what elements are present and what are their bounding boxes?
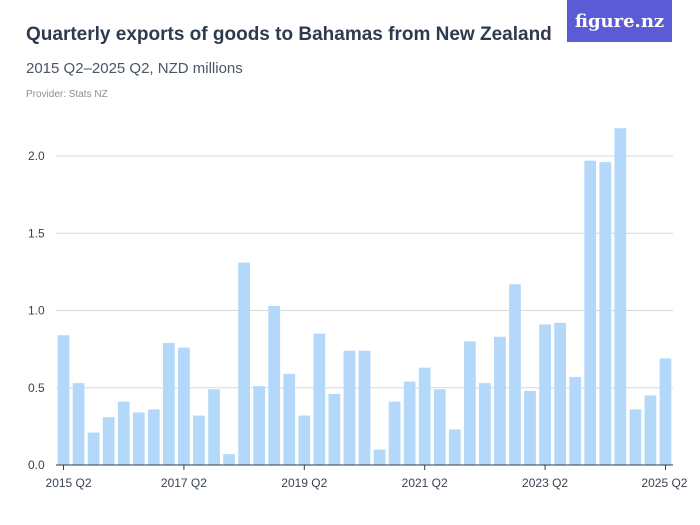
data-provider: Provider: Stats NZ [26,89,108,100]
bar-2017-q1[interactable] [162,342,175,465]
bar-2019-q1[interactable] [283,373,296,465]
bar-2022-q4[interactable] [509,284,521,465]
bar-2020-q2[interactable] [358,350,371,465]
x-tick-label: 2015 Q2 [46,476,92,490]
bar-2016-q3[interactable] [132,412,145,465]
x-tick-label: 2017 Q2 [161,476,207,490]
figure-nz-logo[interactable]: figure.nz [567,0,672,42]
bar-2024-q3[interactable] [614,128,627,465]
bar-2017-q4[interactable] [208,389,220,465]
axes: 0.0 0.5 1.0 1.5 2.0 2015 Q2 2017 Q2 2019 Q2 2021… [28,149,688,490]
bar-2025-q1[interactable] [644,395,657,465]
bar-2023-q2[interactable] [539,324,551,465]
chart-title: Quarterly exports of goods to Bahamas fr… [26,24,552,45]
y-tick-label: 0.0 [28,458,45,472]
bar-2021-q4[interactable] [448,429,461,465]
bar-2020-q1[interactable] [343,350,356,465]
bar-2021-q2[interactable] [418,367,431,465]
bar-2021-q1[interactable] [403,381,416,465]
bar-2019-q2[interactable] [298,415,311,465]
bar-2017-q2[interactable] [178,347,190,465]
x-tick-label: 2021 Q2 [402,476,448,490]
bar-2018-q4[interactable] [268,305,281,465]
bar-2015-q4[interactable] [87,432,100,465]
bar-2015-q3[interactable] [72,383,85,465]
bar-2016-q2[interactable] [117,401,130,465]
bar-2020-q3[interactable] [373,449,386,465]
bar-2024-q2[interactable] [599,162,612,465]
bar-2025-q2[interactable] [659,358,672,465]
bar-2024-q1[interactable] [584,160,597,465]
bar-2021-q3[interactable] [433,389,446,465]
bar-2018-q2[interactable] [238,262,250,465]
bar-2017-q3[interactable] [193,415,205,465]
bar-2022-q2[interactable] [479,383,491,465]
bar-2024-q4[interactable] [629,409,642,465]
y-tick-label: 1.5 [28,226,45,240]
y-tick-label: 1.0 [28,304,45,318]
x-tick-label: 2019 Q2 [281,476,327,490]
bar-2022-q1[interactable] [463,341,476,465]
bar-2022-q3[interactable] [494,336,506,465]
bar-2023-q4[interactable] [569,376,582,465]
y-tick-label: 0.5 [28,381,45,395]
bar-2018-q3[interactable] [253,386,266,465]
bar-2015-q2[interactable] [57,335,70,465]
chart-subtitle: 2015 Q2–2025 Q2, NZD millions [26,60,243,77]
bar-2020-q4[interactable] [388,401,401,465]
bars [57,128,672,465]
bar-2023-q3[interactable] [554,322,567,465]
bar-2016-q1[interactable] [102,417,115,465]
bar-2018-q1[interactable] [223,454,235,465]
bar-2019-q3[interactable] [313,333,326,465]
x-tick-label: 2025 Q2 [641,476,687,490]
bar-2019-q4[interactable] [328,393,341,465]
bar-2016-q4[interactable] [147,409,160,465]
x-tick-label: 2023 Q2 [522,476,568,490]
bar-2023-q1[interactable] [524,390,536,465]
y-tick-label: 2.0 [28,149,45,163]
